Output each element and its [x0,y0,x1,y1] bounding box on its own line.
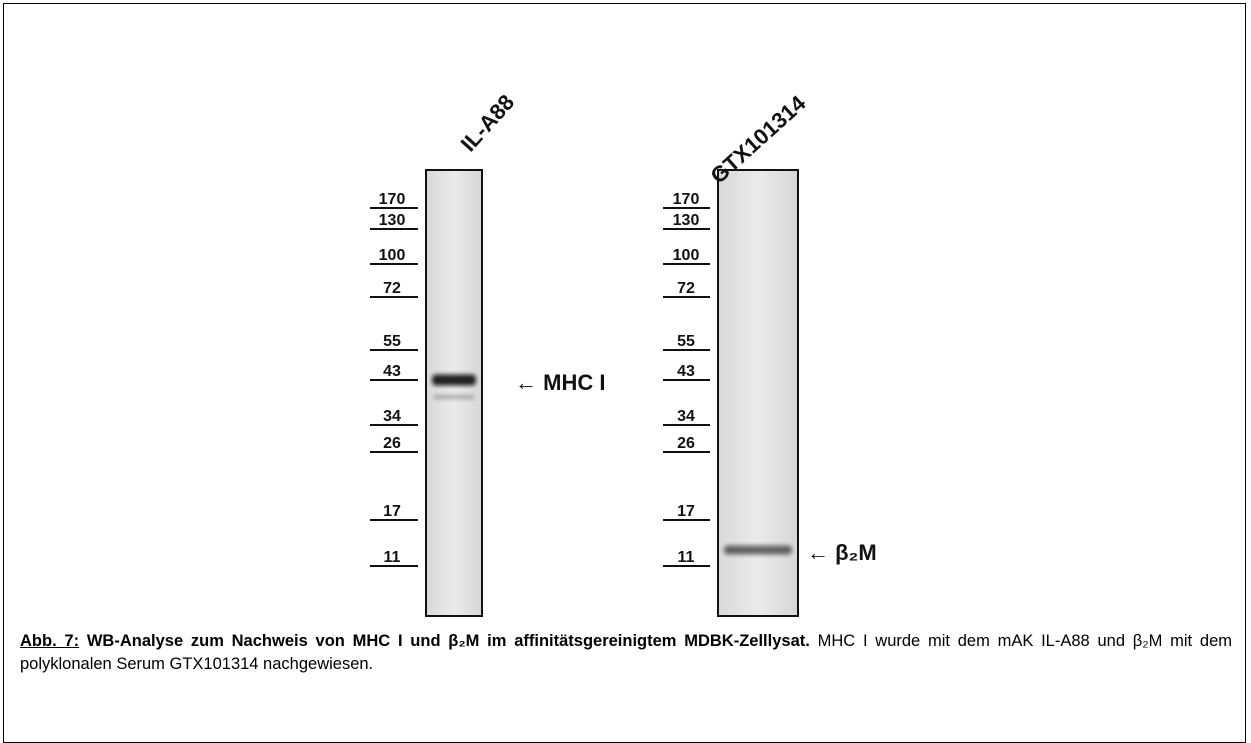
band-label: ← MHC I [515,370,605,395]
marker-label: 26 [383,435,401,452]
page: {"figure": { "lanes": [ {"title": "IL-A8… [0,0,1251,733]
marker-label: 34 [383,408,401,425]
marker-label: 55 [383,333,401,350]
marker-label: 72 [677,280,695,297]
marker-label: 43 [383,363,401,380]
protein-band [432,375,476,386]
marker-label: 17 [677,503,695,520]
marker-label: 43 [677,363,695,380]
marker-label: 11 [384,549,401,566]
marker-label: 55 [677,333,695,350]
caption-title: WB-Analyse zum Nachweis von MHC I und β₂… [87,632,810,650]
caption-label: Abb. 7: [20,632,79,650]
marker-label: 17 [383,503,401,520]
marker-label: 130 [379,212,406,229]
gel-lane [426,170,482,616]
marker-label: 34 [677,408,695,425]
marker-label: 170 [379,191,406,208]
marker-label: 100 [673,247,700,264]
marker-label: 11 [678,549,695,566]
marker-label: 170 [673,191,700,208]
marker-label: 100 [379,247,406,264]
marker-label: 26 [677,435,695,452]
page-body: IL-A8817013010072554334261711← MHC IGTX1… [0,0,1251,733]
band-label: ← β₂M [807,540,877,565]
marker-label: 72 [383,280,401,297]
lane-title: IL-A88 [456,90,520,157]
protein-band [724,546,792,555]
figure-caption: Abb. 7: WB-Analyse zum Nachweis von MHC … [20,630,1232,676]
faint-band [434,395,474,399]
marker-label: 130 [673,212,700,229]
